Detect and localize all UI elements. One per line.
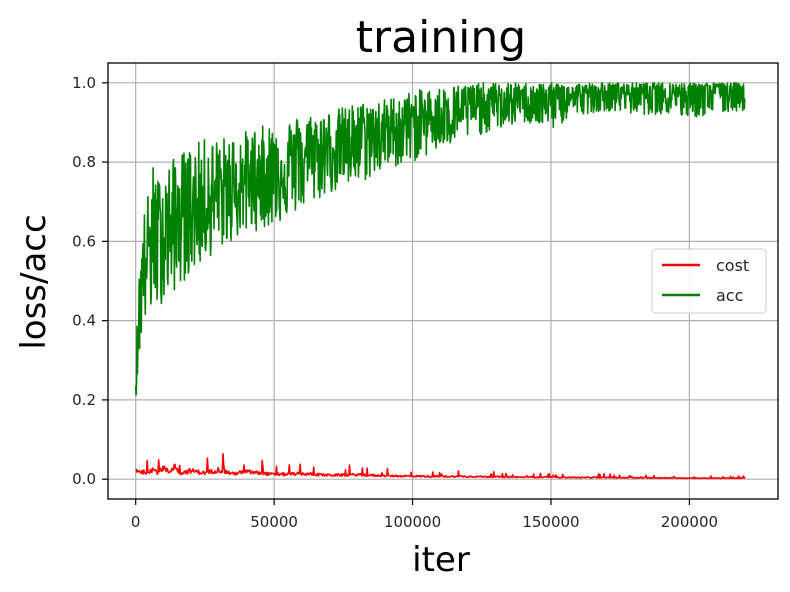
x-tick-label: 100000 <box>384 513 441 531</box>
y-tick-label: 0.6 <box>72 232 96 250</box>
plot-frame <box>107 62 779 500</box>
legend-label-acc: acc <box>716 286 743 305</box>
x-tick-label: 50000 <box>250 513 298 531</box>
x-ticks: 0 50000 100000 150000 200000 <box>131 499 718 531</box>
y-tick-label: 1.0 <box>72 74 96 92</box>
series-layer <box>134 82 746 480</box>
y-tick-label: 0.2 <box>72 391 96 409</box>
x-tick-label: 0 <box>131 513 141 531</box>
x-axis-label: iter <box>412 540 470 580</box>
legend: cost acc <box>651 248 767 314</box>
y-tick-label: 0.0 <box>72 470 96 488</box>
grid <box>108 63 778 499</box>
y-tick-label: 0.8 <box>72 153 96 171</box>
series-line-acc <box>134 82 746 396</box>
y-tick-label: 0.4 <box>72 312 96 330</box>
y-ticks: 0.0 0.2 0.4 0.6 0.8 1.0 <box>72 74 108 488</box>
legend-label-cost: cost <box>716 256 749 275</box>
y-axis-label: loss/acc <box>14 214 54 349</box>
x-tick-label: 150000 <box>522 513 579 531</box>
series-line-cost <box>135 453 746 480</box>
x-tick-label: 200000 <box>661 513 718 531</box>
chart-title: training <box>356 12 526 63</box>
